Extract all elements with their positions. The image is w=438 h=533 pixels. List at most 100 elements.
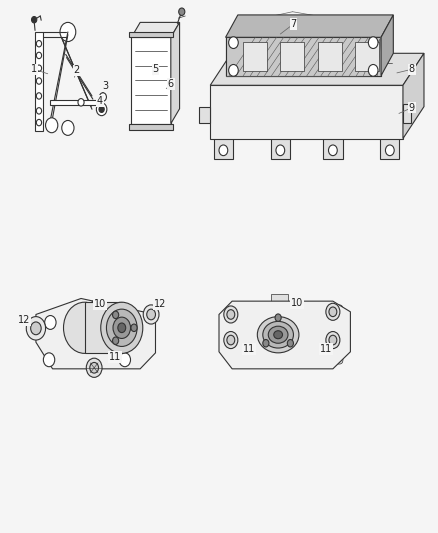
Text: 7: 7: [290, 19, 297, 29]
Circle shape: [229, 64, 238, 76]
Circle shape: [328, 145, 337, 156]
Text: 12: 12: [18, 315, 30, 325]
Circle shape: [36, 119, 42, 126]
Ellipse shape: [263, 321, 293, 348]
Circle shape: [36, 52, 42, 59]
Circle shape: [36, 41, 42, 47]
FancyBboxPatch shape: [271, 294, 288, 305]
Circle shape: [385, 145, 394, 156]
Circle shape: [368, 64, 378, 76]
Circle shape: [119, 353, 131, 367]
Polygon shape: [129, 124, 173, 130]
Text: 3: 3: [102, 82, 108, 91]
Circle shape: [113, 337, 119, 344]
Circle shape: [143, 305, 159, 324]
Circle shape: [229, 37, 238, 49]
Circle shape: [287, 340, 293, 347]
Text: 11: 11: [320, 344, 332, 354]
Circle shape: [62, 120, 74, 135]
Text: 9: 9: [409, 103, 415, 112]
Polygon shape: [210, 85, 403, 139]
Bar: [226, 37, 381, 76]
Circle shape: [118, 323, 126, 333]
FancyBboxPatch shape: [236, 87, 378, 135]
Circle shape: [329, 335, 337, 345]
Polygon shape: [226, 37, 381, 76]
Text: 11: 11: [109, 352, 121, 362]
Polygon shape: [129, 32, 173, 37]
Circle shape: [227, 335, 235, 345]
Circle shape: [99, 93, 106, 101]
Circle shape: [179, 8, 185, 15]
Circle shape: [36, 78, 42, 84]
Polygon shape: [219, 301, 350, 369]
Circle shape: [147, 309, 155, 320]
Text: 1: 1: [31, 64, 37, 74]
Circle shape: [219, 145, 228, 156]
Ellipse shape: [274, 330, 283, 339]
Circle shape: [96, 103, 107, 116]
Polygon shape: [210, 53, 424, 85]
Polygon shape: [131, 37, 171, 124]
Polygon shape: [403, 53, 424, 139]
Text: 8: 8: [409, 64, 415, 74]
Text: 10: 10: [291, 298, 303, 308]
Circle shape: [91, 300, 102, 313]
Polygon shape: [171, 22, 180, 124]
Text: 2: 2: [74, 66, 80, 75]
Circle shape: [240, 20, 246, 27]
Circle shape: [90, 362, 99, 373]
FancyBboxPatch shape: [380, 138, 399, 159]
FancyBboxPatch shape: [280, 42, 304, 71]
Polygon shape: [226, 15, 393, 37]
Circle shape: [36, 65, 42, 71]
Circle shape: [36, 108, 42, 114]
FancyBboxPatch shape: [271, 138, 290, 159]
Circle shape: [36, 93, 42, 99]
Circle shape: [227, 310, 235, 319]
Circle shape: [60, 22, 76, 42]
Circle shape: [32, 17, 37, 23]
Ellipse shape: [257, 317, 299, 353]
Polygon shape: [403, 104, 411, 123]
FancyBboxPatch shape: [235, 305, 343, 364]
Circle shape: [263, 340, 269, 347]
Text: 12: 12: [154, 299, 166, 309]
Polygon shape: [381, 15, 393, 76]
Polygon shape: [131, 22, 180, 37]
Circle shape: [113, 311, 119, 319]
Circle shape: [131, 324, 137, 332]
Ellipse shape: [268, 326, 288, 343]
Circle shape: [113, 317, 131, 338]
FancyBboxPatch shape: [214, 138, 233, 159]
Text: 6: 6: [168, 79, 174, 89]
Circle shape: [326, 303, 340, 320]
Polygon shape: [50, 100, 101, 105]
Circle shape: [326, 332, 340, 349]
Circle shape: [351, 20, 357, 27]
Circle shape: [26, 317, 46, 340]
Circle shape: [224, 306, 238, 323]
Text: 4: 4: [97, 96, 103, 106]
FancyBboxPatch shape: [355, 42, 379, 71]
Polygon shape: [85, 302, 122, 353]
Circle shape: [329, 307, 337, 317]
Circle shape: [368, 37, 378, 49]
Polygon shape: [199, 107, 210, 123]
Circle shape: [86, 358, 102, 377]
FancyBboxPatch shape: [318, 42, 342, 71]
Text: 10: 10: [94, 299, 106, 309]
FancyBboxPatch shape: [323, 138, 343, 159]
Circle shape: [43, 353, 55, 367]
Circle shape: [45, 316, 56, 329]
Circle shape: [64, 302, 106, 353]
Text: 5: 5: [152, 64, 159, 74]
Circle shape: [290, 20, 297, 27]
Circle shape: [224, 332, 238, 349]
Polygon shape: [35, 32, 43, 131]
Circle shape: [78, 99, 84, 106]
Circle shape: [31, 322, 41, 335]
Circle shape: [276, 145, 285, 156]
Circle shape: [46, 118, 58, 133]
Circle shape: [99, 106, 104, 112]
